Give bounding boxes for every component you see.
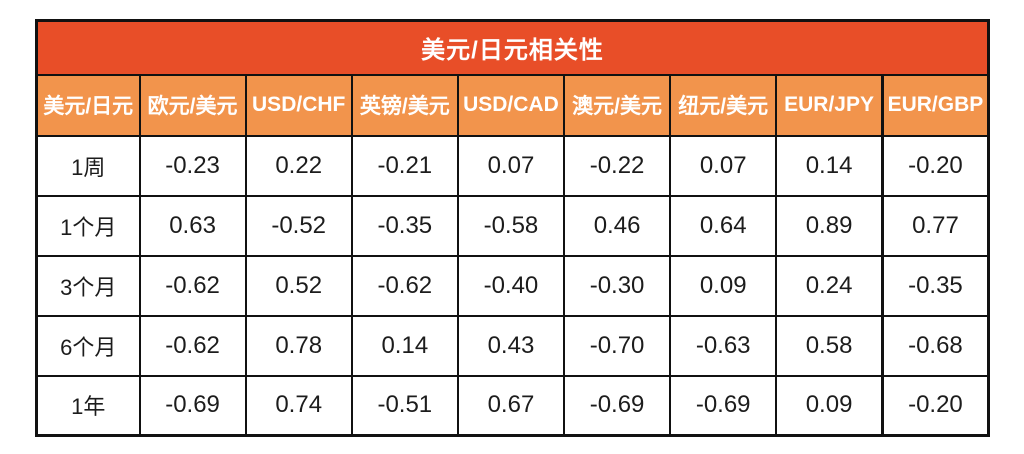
value-cell: 0.43 [456,314,566,377]
column-header: 纽元/美元 [669,73,778,137]
value-cell: -0.62 [138,254,247,317]
value-cell: 0.09 [775,374,884,437]
column-header: 澳元/美元 [562,73,672,137]
title-row: 美元/日元相关性 [35,19,990,76]
value-cell: -0.51 [350,374,459,437]
value-cell: 0.46 [562,194,672,257]
value-cell: -0.52 [244,194,353,257]
value-cell: 0.07 [456,134,566,197]
value-cell: 0.63 [138,194,247,257]
row-label: 1周 [35,134,141,197]
value-cell: -0.69 [562,374,672,437]
column-header: 欧元/美元 [138,73,247,137]
value-cell: -0.68 [880,314,990,377]
value-cell: 0.78 [244,314,353,377]
value-cell: -0.58 [456,194,566,257]
value-cell: -0.35 [880,254,990,317]
table-body: 1周 -0.23 0.22 -0.21 0.07 -0.22 0.07 0.14 -0.20 1个… [35,134,990,437]
row-label: 6个月 [35,314,141,377]
table-row: 3个月 -0.62 0.52 -0.62 -0.40 -0.30 0.09 0.24 -0.35 [35,254,990,317]
value-cell: -0.69 [669,374,778,437]
value-cell: 0.22 [244,134,353,197]
value-cell: 0.52 [244,254,353,317]
value-cell: 0.64 [669,194,778,257]
value-cell: 0.14 [350,314,459,377]
value-cell: -0.22 [562,134,672,197]
column-header: USD/CAD [456,73,566,137]
column-header: USD/CHF [244,73,353,137]
header-row: 美元/日元 欧元/美元 USD/CHF 英镑/美元 USD/CAD 澳元/美元 纽元/美元… [35,73,990,137]
correlation-table: 美元/日元相关性 美元/日元 欧元/美元 USD/CHF 英镑/美元 USD/CAD 澳… [35,19,990,437]
value-cell: -0.62 [138,314,247,377]
column-header: 英镑/美元 [350,73,459,137]
corner-header: 美元/日元 [35,73,141,137]
table-row: 1年 -0.69 0.74 -0.51 0.67 -0.69 -0.69 0.09 -0.20 [35,374,990,437]
column-header: EUR/GBP [880,73,990,137]
value-cell: 0.77 [880,194,990,257]
row-label: 1年 [35,374,141,437]
table-row: 1周 -0.23 0.22 -0.21 0.07 -0.22 0.07 0.14 -0.20 [35,134,990,197]
table-row: 6个月 -0.62 0.78 0.14 0.43 -0.70 -0.63 0.58 -0.68 [35,314,990,377]
value-cell: 0.74 [244,374,353,437]
value-cell: 0.14 [775,134,884,197]
value-cell: -0.63 [669,314,778,377]
value-cell: 0.58 [775,314,884,377]
value-cell: 0.67 [456,374,566,437]
value-cell: 0.09 [669,254,778,317]
value-cell: 0.07 [669,134,778,197]
table-row: 1个月 0.63 -0.52 -0.35 -0.58 0.46 0.64 0.89 0.77 [35,194,990,257]
row-label: 3个月 [35,254,141,317]
row-label: 1个月 [35,194,141,257]
value-cell: 0.24 [775,254,884,317]
value-cell: -0.30 [562,254,672,317]
value-cell: -0.23 [138,134,247,197]
value-cell: -0.20 [880,134,990,197]
value-cell: -0.70 [562,314,672,377]
table-title: 美元/日元相关性 [35,19,990,76]
value-cell: -0.69 [138,374,247,437]
value-cell: -0.20 [880,374,990,437]
value-cell: -0.35 [350,194,459,257]
value-cell: -0.21 [350,134,459,197]
column-header: EUR/JPY [775,73,884,137]
value-cell: -0.62 [350,254,459,317]
value-cell: -0.40 [456,254,566,317]
value-cell: 0.89 [775,194,884,257]
